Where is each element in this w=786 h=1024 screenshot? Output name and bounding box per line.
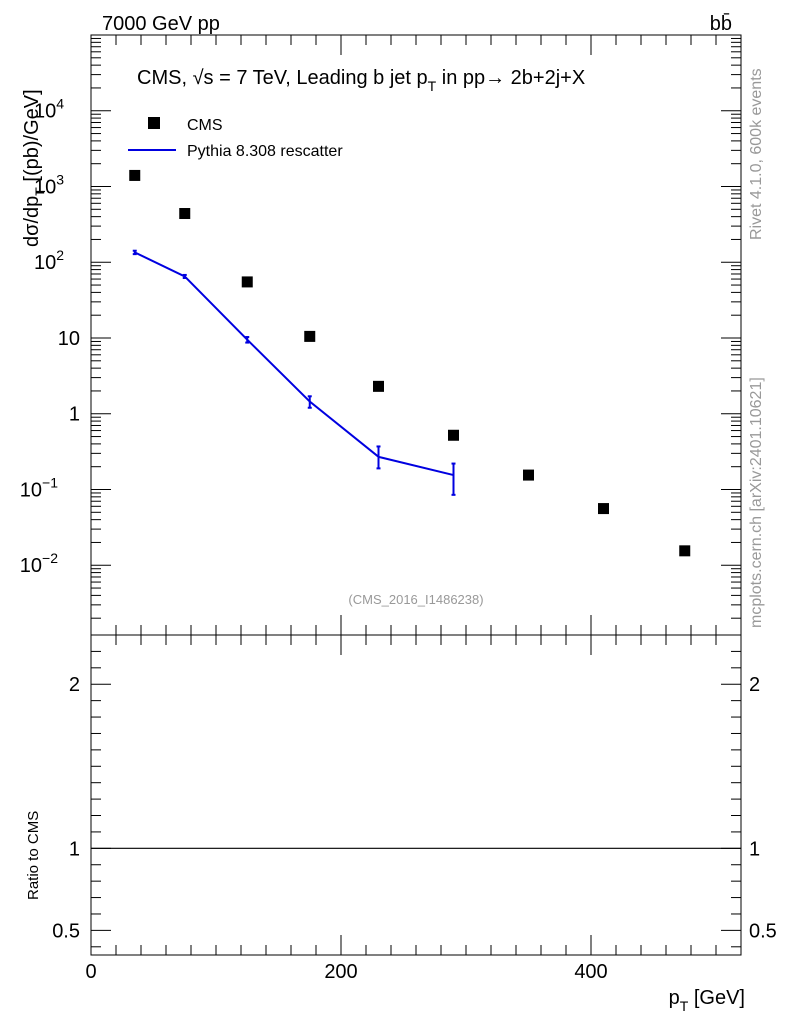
ratio-y-tick-label-left: 2 <box>69 674 80 696</box>
cms-data-point <box>241 276 253 288</box>
process-label: bb̄ <box>710 12 732 35</box>
legend-label-pythia: Pythia 8.308 rescatter <box>187 143 343 160</box>
pythia-line <box>134 251 454 477</box>
ratio-y-tick-label-right: 1 <box>749 838 760 860</box>
legend-label-cms: CMS <box>187 117 223 134</box>
ratio-y-tick-labels: 0.5 0.5 1 1 2 2 <box>52 674 777 942</box>
x-tick-label: 400 <box>574 961 607 983</box>
cms-data-point <box>304 330 316 342</box>
cms-series <box>129 169 691 557</box>
ratio-ticks <box>91 650 741 948</box>
y-tick-label: 102 <box>34 247 64 274</box>
analysis-watermark: (CMS_2016_I1486238) <box>348 592 483 607</box>
cms-data-point <box>129 169 141 181</box>
mcplots-info: mcplots.cern.ch [arXiv:2401.10621] <box>748 377 765 628</box>
x-ticks <box>90 35 742 955</box>
cms-data-point <box>448 429 459 441</box>
x-tick-labels: 0 200 400 <box>85 961 607 983</box>
main-y-tick-labels: 10−2 10−1 1 10 102 103 104 <box>20 96 80 577</box>
beam-label: 7000 GeV pp <box>102 13 220 35</box>
y-tick-label: 10 <box>58 328 80 350</box>
x-tick-label: 200 <box>324 961 357 983</box>
legend-marker-cms <box>148 117 160 129</box>
y-tick-label: 1 <box>69 404 80 426</box>
legend: CMS Pythia 8.308 rescatter <box>128 117 343 160</box>
ratio-y-tick-label-right: 0.5 <box>749 920 777 942</box>
ratio-y-tick-label-left: 0.5 <box>52 920 80 942</box>
y-tick-label: 10−2 <box>20 550 58 577</box>
y-tick-label: 103 <box>34 171 64 198</box>
cms-data-point <box>679 545 691 557</box>
ratio-y-axis-label: Ratio to CMS <box>25 811 42 900</box>
ratio-y-tick-label-right: 2 <box>749 674 760 696</box>
ratio-plot-frame <box>90 634 742 956</box>
y-tick-label: 10−1 <box>20 474 58 501</box>
cms-data-point <box>373 380 384 392</box>
y-tick-label: 104 <box>34 96 64 123</box>
pythia-series <box>132 249 456 496</box>
rivet-info: Rivet 4.1.0, 600k events <box>748 68 765 240</box>
plot-title: CMS, √s = 7 TeV, Leading b jet pT in pp→… <box>137 67 585 94</box>
x-tick-label: 0 <box>85 961 96 983</box>
cms-data-point <box>598 503 609 515</box>
x-axis-label: pT [GeV] <box>669 987 745 1014</box>
cms-data-point <box>179 208 191 220</box>
main-y-ticks <box>91 34 741 619</box>
cms-data-point <box>523 469 534 481</box>
main-y-axis-label: dσ/dpT [(pb)/GeV] <box>21 89 48 247</box>
ratio-y-tick-label-left: 1 <box>69 838 80 860</box>
